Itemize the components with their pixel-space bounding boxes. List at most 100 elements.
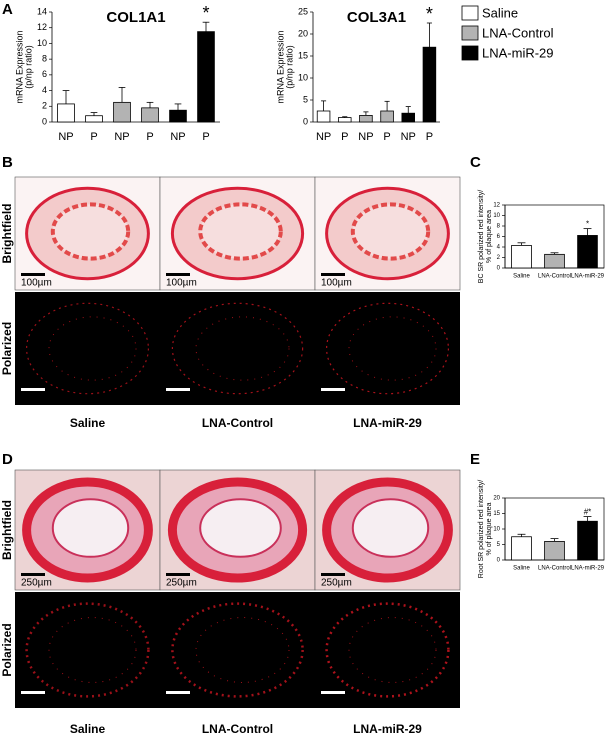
y-tick-label: 8 bbox=[42, 54, 47, 64]
x-tick-label: LNA-Control bbox=[538, 566, 571, 572]
lumen bbox=[51, 498, 130, 558]
y-tick-label: 2 bbox=[497, 255, 501, 261]
legend-label: LNA-miR-29 bbox=[482, 45, 554, 60]
y-tick-label: 10 bbox=[298, 72, 308, 82]
legend-label: LNA-Control bbox=[482, 25, 554, 40]
scale-bar bbox=[321, 573, 345, 576]
y-tick-label: 20 bbox=[298, 28, 308, 38]
lumen bbox=[351, 498, 430, 558]
x-tick-label: P bbox=[202, 131, 209, 143]
image-bg bbox=[160, 592, 315, 708]
scale-bar bbox=[321, 273, 345, 276]
bar bbox=[544, 541, 565, 561]
x-tick-label: NP bbox=[358, 131, 373, 143]
y-axis-label: % of plaque area bbox=[486, 502, 493, 555]
panel-label: D bbox=[2, 451, 13, 468]
value-annotation: * bbox=[426, 4, 433, 24]
signal bbox=[171, 302, 304, 395]
y-tick-label: 6 bbox=[497, 234, 501, 240]
y-tick-label: 15 bbox=[298, 50, 308, 60]
image-bg bbox=[315, 592, 460, 708]
micrograph: 100µm bbox=[314, 176, 461, 291]
scale-label: 250µm bbox=[166, 578, 197, 589]
signal bbox=[348, 316, 437, 381]
y-tick-label: 15 bbox=[493, 511, 500, 517]
panel-label: A bbox=[2, 1, 13, 18]
x-tick-label: LNA-miR-29 bbox=[571, 274, 605, 280]
signal bbox=[171, 602, 304, 698]
signal bbox=[348, 617, 437, 683]
lumen bbox=[199, 498, 282, 558]
y-axis-label: (p/np ratio) bbox=[284, 45, 294, 89]
y-axis-label: mRNA Expression bbox=[275, 30, 285, 103]
x-tick-label: P bbox=[383, 131, 390, 143]
y-tick-label: 0 bbox=[497, 558, 501, 564]
micrograph: 250µm bbox=[14, 469, 161, 591]
x-tick-label: P bbox=[426, 131, 433, 143]
scale-bar bbox=[166, 273, 190, 276]
scale-bar bbox=[21, 691, 45, 694]
micrograph: 100µm bbox=[159, 176, 316, 291]
bar bbox=[422, 46, 437, 123]
bar bbox=[511, 536, 532, 561]
signal bbox=[195, 617, 290, 683]
y-axis-label: (p/np ratio) bbox=[23, 45, 33, 89]
micrograph: 250µm bbox=[160, 592, 315, 708]
y-tick-label: 4 bbox=[42, 85, 47, 95]
signal bbox=[25, 602, 150, 698]
bar bbox=[544, 253, 565, 269]
x-tick-label: Saline bbox=[513, 566, 530, 572]
legend-swatch bbox=[461, 45, 479, 61]
legend-swatch bbox=[461, 5, 479, 21]
bar bbox=[577, 520, 598, 561]
micrograph: 250µm bbox=[15, 592, 160, 708]
bar bbox=[401, 112, 415, 123]
bar bbox=[380, 110, 394, 123]
signal bbox=[48, 316, 137, 381]
row-label: Polarized bbox=[0, 623, 14, 676]
bar bbox=[113, 101, 131, 123]
row-label: Brightfield bbox=[0, 204, 14, 264]
panel-label: E bbox=[470, 451, 480, 468]
bar bbox=[316, 110, 331, 123]
scale-label: 100µm bbox=[321, 278, 352, 289]
column-label: LNA-Control bbox=[202, 416, 273, 430]
column-label: LNA-miR-29 bbox=[353, 722, 422, 736]
micrograph: 250µm bbox=[315, 592, 460, 708]
scale-bar bbox=[21, 273, 45, 276]
bar bbox=[577, 235, 598, 269]
bar bbox=[511, 245, 532, 269]
legend-swatch bbox=[461, 25, 479, 41]
y-tick-label: 25 bbox=[298, 6, 308, 16]
y-tick-label: 10 bbox=[37, 38, 47, 48]
signal bbox=[48, 617, 137, 683]
scale-bar bbox=[321, 691, 345, 694]
micrograph: 100µm bbox=[315, 292, 460, 405]
micrograph: 100µm bbox=[160, 292, 315, 405]
y-tick-label: 5 bbox=[497, 542, 501, 548]
column-label: Saline bbox=[70, 416, 106, 430]
y-tick-label: 0 bbox=[42, 116, 47, 126]
x-tick-label: NP bbox=[316, 131, 331, 143]
lumen bbox=[350, 202, 431, 261]
y-axis-label: Root SR polarized red intensity/ bbox=[478, 480, 485, 578]
scale-label: 250µm bbox=[21, 696, 52, 707]
value-annotation: * bbox=[586, 220, 589, 229]
signal bbox=[195, 316, 290, 381]
x-tick-label: LNA-miR-29 bbox=[571, 566, 605, 572]
column-label: Saline bbox=[70, 722, 106, 736]
bar bbox=[359, 115, 373, 123]
y-tick-label: 10 bbox=[493, 527, 500, 533]
lumen bbox=[50, 202, 131, 261]
x-tick-label: NP bbox=[170, 131, 185, 143]
chart-title: COL3A1 bbox=[347, 9, 406, 26]
bar bbox=[141, 107, 159, 123]
x-tick-label: Saline bbox=[513, 274, 530, 280]
scale-label: 100µm bbox=[21, 278, 52, 289]
y-tick-label: 4 bbox=[497, 245, 501, 251]
signal bbox=[325, 602, 450, 698]
scale-bar bbox=[321, 388, 345, 391]
column-label: LNA-Control bbox=[202, 722, 273, 736]
lumen bbox=[198, 202, 283, 261]
